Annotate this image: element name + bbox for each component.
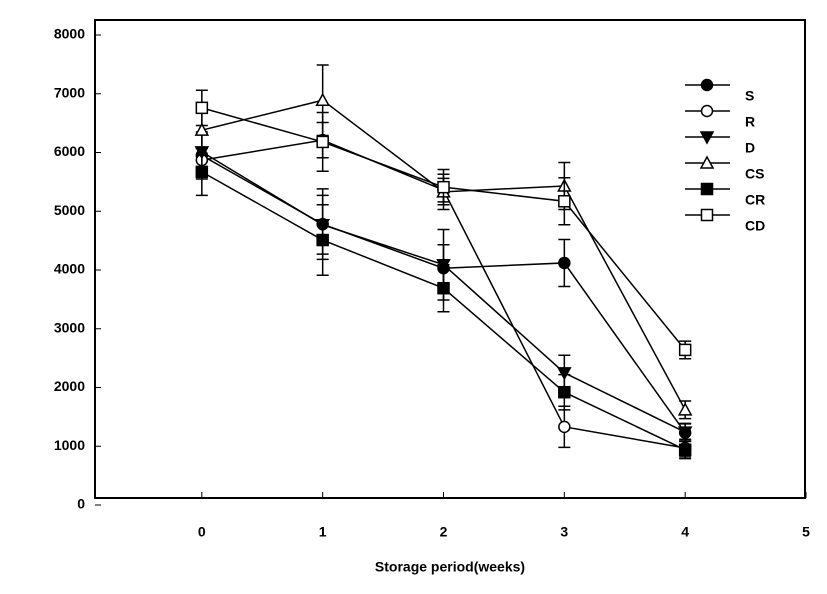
legend-label: D: [745, 140, 755, 156]
legend-label: S: [745, 88, 754, 104]
legend-label: CR: [745, 192, 765, 208]
point: [558, 420, 571, 434]
y-tick-label: 7000: [54, 84, 85, 100]
point: [437, 281, 450, 295]
y-tick-label: 1000: [54, 437, 85, 453]
point: [315, 92, 330, 106]
point: [677, 402, 693, 416]
point: [558, 385, 571, 399]
legend-marker: [700, 208, 714, 222]
point: [558, 195, 571, 208]
x-axis-title: Storage period(weeks): [375, 559, 525, 575]
legend-label: CD: [745, 218, 765, 234]
point: [677, 426, 693, 440]
y-tick-label: 4000: [54, 261, 85, 277]
point: [437, 180, 450, 194]
legend-label: CS: [745, 166, 764, 182]
x-tick-label: 0: [198, 524, 206, 540]
plot-frame: [94, 19, 806, 499]
point: [678, 343, 692, 357]
x-tick-label: 3: [560, 524, 568, 540]
legend-label: R: [745, 114, 755, 130]
point: [195, 101, 209, 115]
point: [557, 367, 572, 381]
point: [194, 122, 210, 136]
point: [678, 443, 692, 457]
point: [316, 233, 329, 247]
y-tick-label: 5000: [54, 202, 85, 218]
legend-marker: [699, 155, 715, 169]
y-tick-label: 3000: [54, 319, 85, 335]
y-tick-label: 6000: [54, 143, 85, 159]
point: [558, 256, 571, 270]
point: [195, 165, 209, 179]
x-tick-label: 1: [319, 524, 327, 540]
x-tick-label: 5: [802, 524, 810, 540]
y-tick-label: 2000: [54, 378, 85, 394]
x-tick-label: 4: [681, 524, 689, 540]
y-tick-label: 8000: [54, 26, 85, 42]
legend-marker: [700, 78, 714, 92]
legend-marker: [700, 104, 714, 118]
x-tick-label: 2: [440, 524, 448, 540]
y-tick-label: 0: [77, 496, 85, 512]
legend-marker: [699, 131, 715, 145]
point: [316, 135, 329, 149]
legend-marker: [700, 182, 714, 196]
